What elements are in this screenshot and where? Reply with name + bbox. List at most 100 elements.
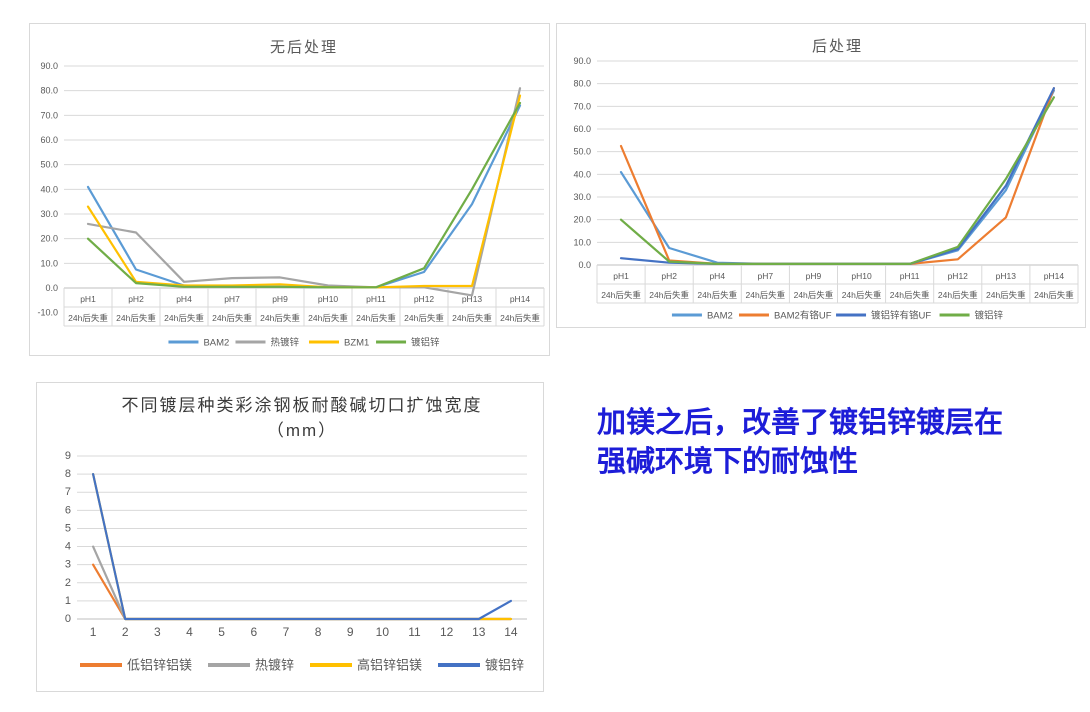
- x-category-label: 1: [90, 625, 97, 639]
- x-category-label: pH7: [758, 271, 774, 281]
- x-category-sublabel: 24h后失重: [746, 290, 786, 300]
- x-category-sublabel: 24h后失重: [842, 290, 882, 300]
- series-line-镀铝锌: [86, 101, 522, 289]
- x-category-label: pH13: [996, 271, 1017, 281]
- chart-panel-cut-edge-corrosion: 不同镀层种类彩涂钢板耐酸碱切口扩蚀宽度 （mm） 0 1 2 3 4 5 6 7 8 9 1 2 3 4 5 6 7…: [36, 382, 544, 692]
- series-line-BAM2: [619, 89, 1055, 265]
- series-line-低铝锌铝镁: [91, 563, 512, 621]
- x-category-label: pH10: [318, 294, 339, 304]
- y-tick-label: 0.0: [45, 283, 58, 293]
- legend-label-低铝锌铝镁: 低铝锌铝镁: [127, 658, 192, 673]
- y-tick-label: 10.0: [573, 237, 591, 247]
- legend-label-高铝锌铝镁: 高铝锌铝镁: [357, 658, 422, 673]
- x-category-label: pH1: [80, 294, 96, 304]
- legend: BAM2 BAM2有铬UF 镀铝锌有铬UF 镀铝锌: [671, 309, 1004, 321]
- y-tick-label: 4: [65, 541, 71, 553]
- chart-svg-post-treatment: 后处理 0.0 10.0 20.0 30.0 40.0 50.0 60.0 70.0 80.0 90…: [573, 38, 1079, 321]
- series-line-BAM2: [86, 104, 522, 289]
- x-category-sublabel: 24h后失重: [308, 313, 348, 323]
- x-category-label: 4: [186, 625, 193, 639]
- x-category-label: 2: [122, 625, 129, 639]
- y-tick-label: 8: [65, 468, 71, 480]
- x-category-label: pH12: [948, 271, 969, 281]
- series-line-BAM2有铬UF: [619, 87, 1055, 265]
- chart-title: 后处理: [812, 38, 863, 55]
- x-category-label: pH1: [613, 271, 629, 281]
- annotation-line-2: 强碱环境下的耐蚀性: [597, 445, 859, 478]
- y-tick-label: 9: [65, 450, 71, 462]
- series-line-BZM1: [86, 94, 522, 289]
- x-category-label: pH10: [851, 271, 872, 281]
- x-category-sublabel: 24h后失重: [164, 313, 204, 323]
- x-category-sublabel: 24h后失重: [938, 290, 978, 300]
- series-line-镀铝锌有铬UF: [619, 87, 1055, 265]
- chart-svg-no-post-treatment: 无后处理 -10.0 0.0 10.0 20.0 30.0 40.0 50.0 60.0 70.0…: [37, 39, 545, 348]
- chart-panel-post-treatment: 后处理 0.0 10.0 20.0 30.0 40.0 50.0 60.0 70.0 80.0 90…: [556, 23, 1086, 328]
- legend-label-热镀锌: 热镀锌: [271, 336, 300, 348]
- x-category-sublabel: 24h后失重: [1034, 290, 1074, 300]
- x-category-sublabel: 24h后失重: [212, 313, 252, 323]
- legend-label-BAM2有铬UF: BAM2有铬UF: [774, 309, 832, 321]
- x-category-label: 5: [218, 625, 225, 639]
- y-tick-label: 40.0: [573, 169, 591, 179]
- legend-label-镀铝锌: 镀铝锌: [975, 309, 1004, 321]
- y-tick-label: 80.0: [573, 79, 591, 89]
- y-tick-label: 2: [65, 577, 71, 589]
- y-tick-label: 50.0: [573, 147, 591, 157]
- x-category-label: 14: [504, 625, 518, 639]
- y-tick-label: 30.0: [40, 209, 58, 219]
- x-category-sublabel: 24h后失重: [452, 313, 492, 323]
- legend-label-镀铝锌: 镀铝锌: [411, 336, 440, 348]
- x-category-label: 8: [315, 625, 322, 639]
- legend: BAM2 热镀锌 BZM1 镀铝锌: [168, 336, 440, 348]
- y-tick-label: 60.0: [573, 124, 591, 134]
- y-tick-label: 3: [65, 559, 71, 571]
- y-tick-label: 10.0: [40, 258, 58, 268]
- legend-label-热镀锌: 热镀锌: [255, 658, 294, 673]
- x-category-label: 3: [154, 625, 161, 639]
- x-category-label: 12: [440, 625, 454, 639]
- x-category-label: pH9: [272, 294, 288, 304]
- y-tick-label: 6: [65, 504, 71, 516]
- x-category-label: pH13: [462, 294, 483, 304]
- chart-title: 不同镀层种类彩涂钢板耐酸碱切口扩蚀宽度: [122, 396, 483, 415]
- chart-title: 无后处理: [270, 39, 338, 56]
- y-tick-label: 20.0: [573, 215, 591, 225]
- x-category-label: 7: [283, 625, 290, 639]
- x-category-label: pH2: [661, 271, 677, 281]
- y-tick-label: 1: [65, 595, 71, 607]
- x-category-sublabel: 24h后失重: [500, 313, 540, 323]
- x-category-label: pH11: [366, 294, 386, 304]
- x-category-label: 6: [250, 625, 257, 639]
- x-category-sublabel: 24h后失重: [601, 290, 641, 300]
- x-category-label: pH12: [414, 294, 435, 304]
- x-category-sublabel: 24h后失重: [68, 313, 108, 323]
- legend-label-镀铝锌有铬UF: 镀铝锌有铬UF: [871, 309, 931, 321]
- x-category-label: pH7: [224, 294, 240, 304]
- y-tick-label: 20.0: [40, 234, 58, 244]
- legend-label-BAM2: BAM2: [203, 337, 229, 348]
- x-category-sublabel: 24h后失重: [794, 290, 834, 300]
- x-category-sublabel: 24h后失重: [356, 313, 396, 323]
- x-category-sublabel: 24h后失重: [116, 313, 156, 323]
- y-tick-label: 90.0: [573, 56, 591, 66]
- x-category-sublabel: 24h后失重: [649, 290, 689, 300]
- x-category-label: pH4: [709, 271, 725, 281]
- x-category-label: 13: [472, 625, 486, 639]
- x-category-label: pH2: [128, 294, 144, 304]
- y-tick-label: 5: [65, 522, 71, 534]
- legend: 低铝锌铝镁 热镀锌 高铝锌铝镁 镀铝锌: [80, 658, 524, 673]
- x-category-sublabel: 24h后失重: [404, 313, 444, 323]
- x-category-label: 9: [347, 625, 354, 639]
- x-category-label: pH14: [1044, 271, 1065, 281]
- chart-panel-no-post-treatment: 无后处理 -10.0 0.0 10.0 20.0 30.0 40.0 50.0 60.0 70.0…: [29, 23, 550, 356]
- x-category-label: pH9: [806, 271, 822, 281]
- y-tick-label: 40.0: [40, 184, 58, 194]
- y-tick-label: 0: [65, 613, 71, 625]
- x-category-label: pH11: [900, 271, 920, 281]
- x-category-label: 10: [376, 625, 390, 639]
- series-line-热镀锌: [86, 87, 522, 297]
- x-category-label: 11: [408, 625, 421, 639]
- series-line-镀铝锌: [619, 96, 1055, 265]
